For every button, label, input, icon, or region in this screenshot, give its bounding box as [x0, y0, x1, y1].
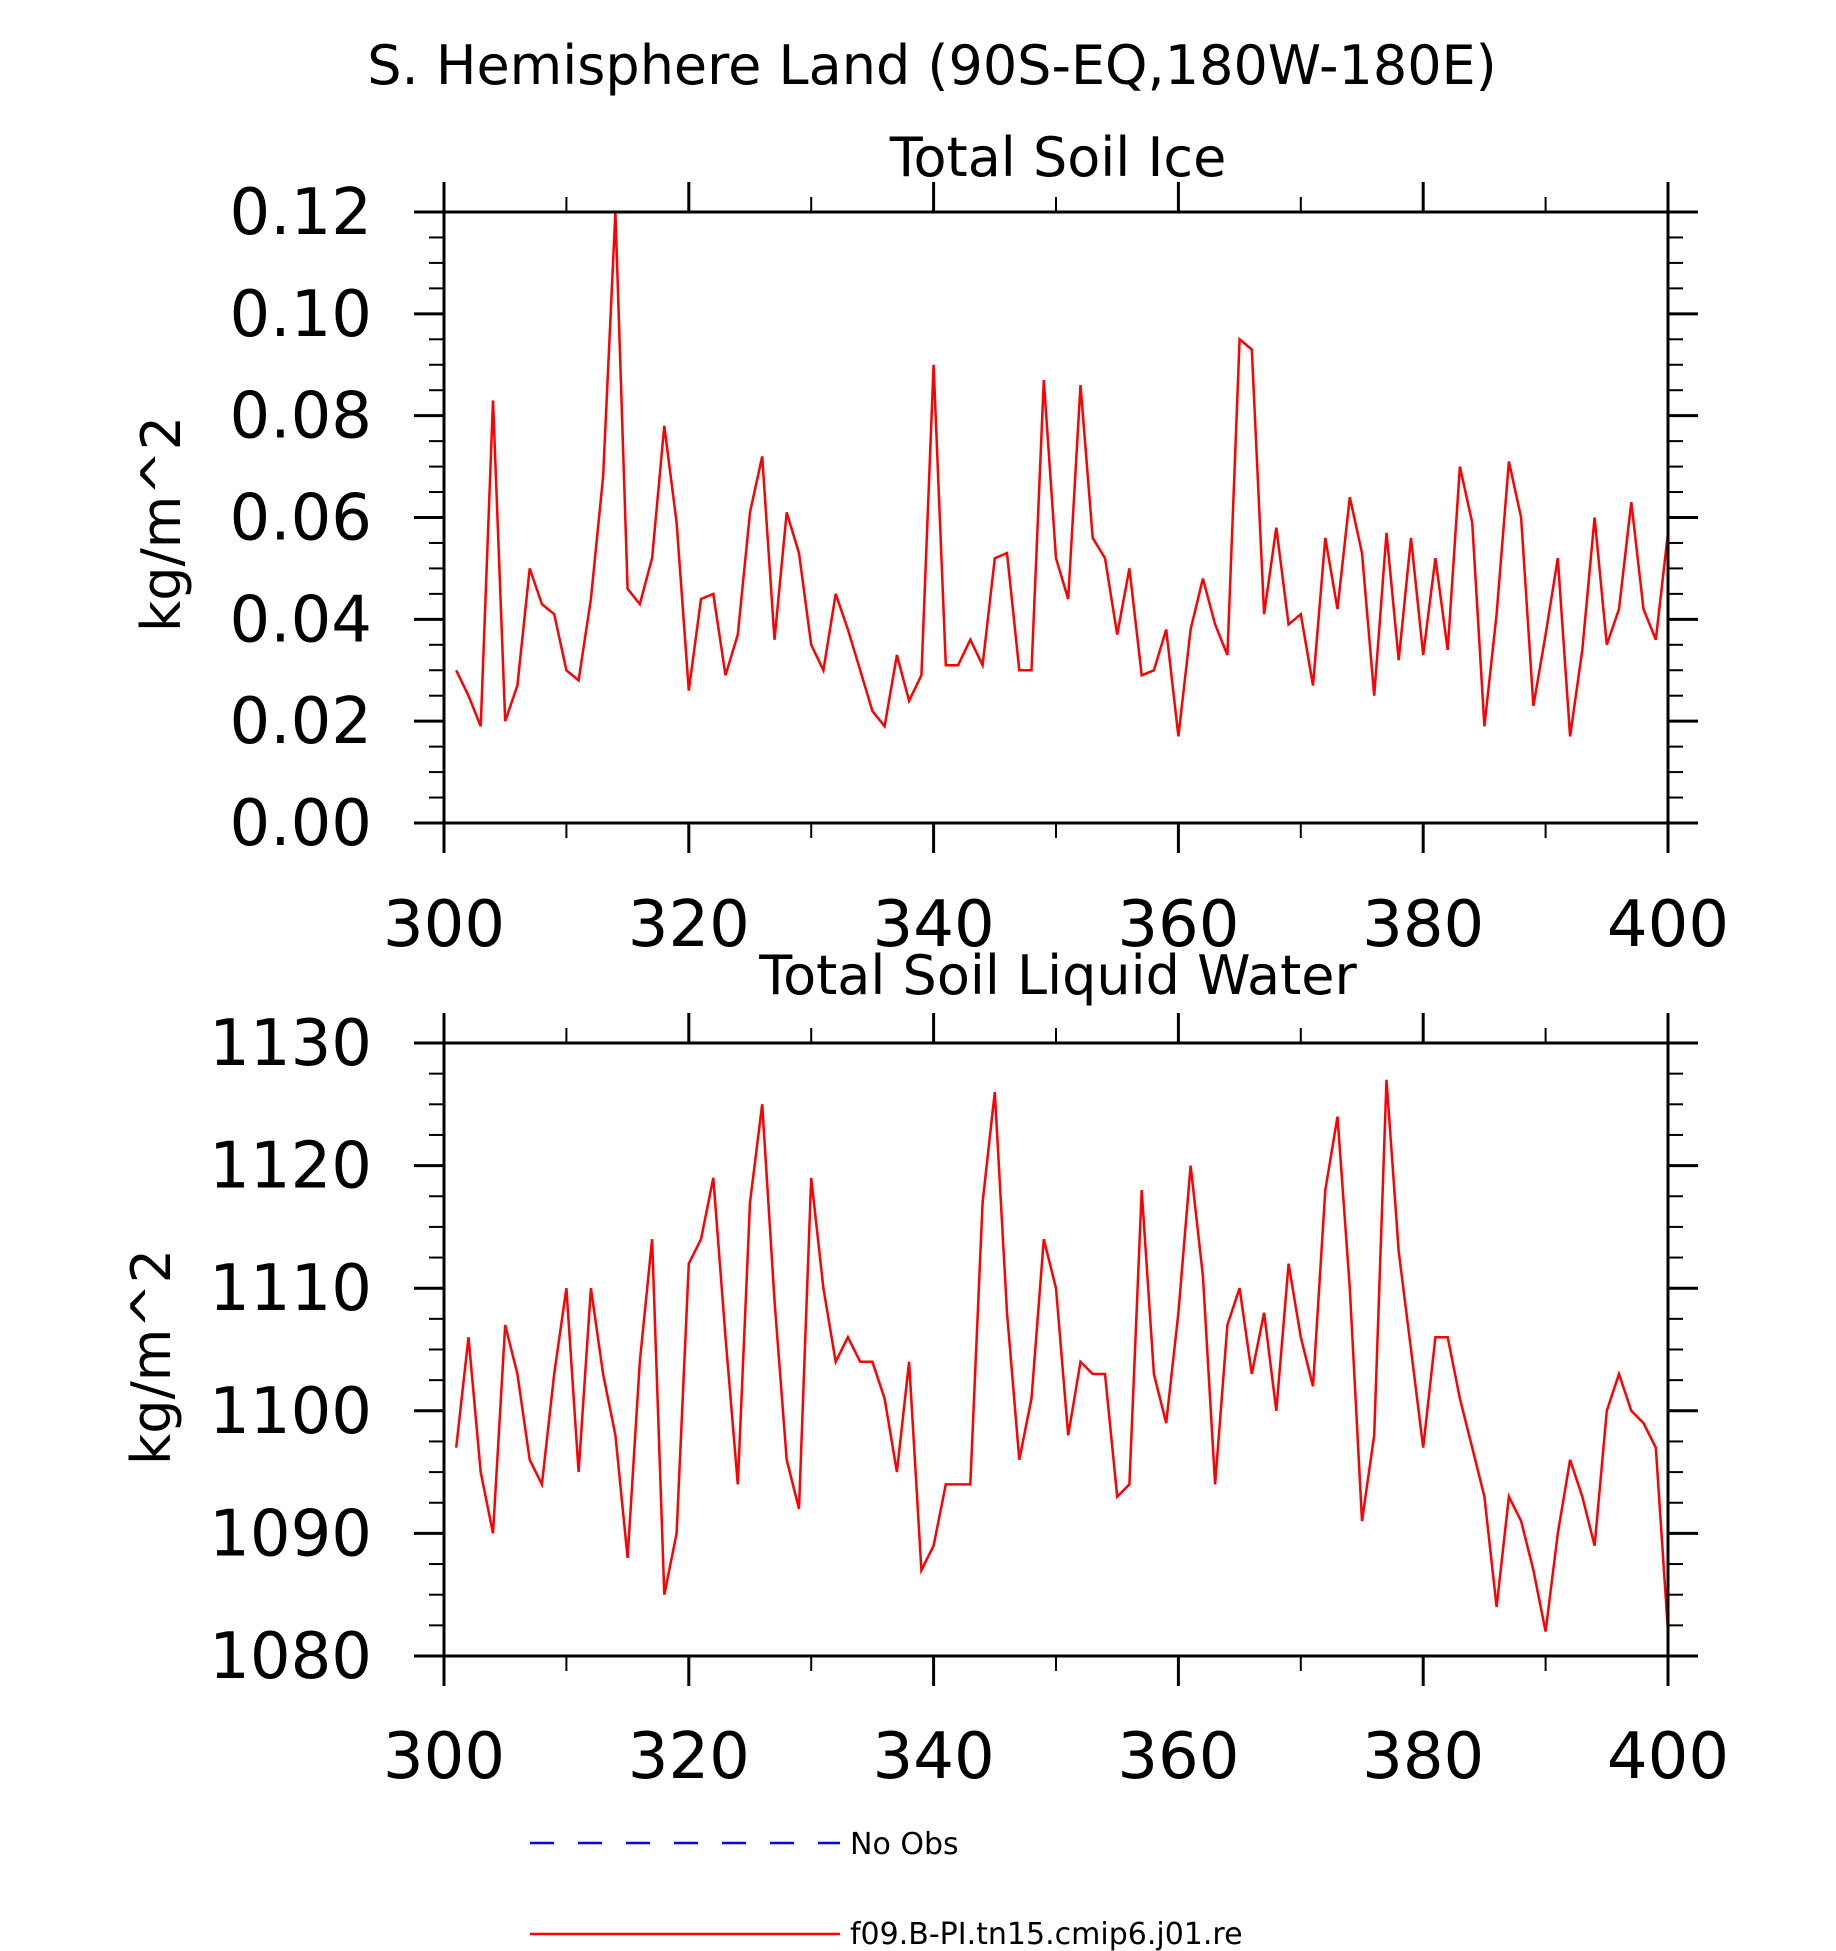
x-tick-label: 340	[873, 1720, 995, 1794]
y-tick-label: 0.02	[230, 685, 373, 759]
y-tick-label: 1100	[209, 1375, 372, 1449]
y-tick-label: 0.04	[230, 583, 373, 657]
x-tick-label: 360	[1117, 888, 1239, 962]
plot-frame	[442, 210, 1670, 825]
x-tick-label: 300	[383, 888, 505, 962]
panel-title: Total Soil Ice	[889, 126, 1227, 189]
panel-total-soil-ice: Total Soil Ice kg/m^2 300 320 340 360 380 400…	[130, 126, 1729, 962]
legend-label-model: f09.B-PI.tn15.cmip6.j01.re	[850, 1917, 1243, 1951]
y-tick-label: 0.12	[230, 176, 373, 250]
series-line	[455, 211, 1670, 737]
series-group	[454, 1079, 1670, 1632]
y-tick-label: 0.00	[230, 787, 373, 861]
x-tick-label: 400	[1607, 888, 1729, 962]
series-group	[455, 211, 1670, 737]
figure-title: S. Hemisphere Land (90S-EQ,180W-180E)	[367, 34, 1497, 97]
series-line	[454, 1079, 1670, 1632]
y-tick-label: 0.06	[230, 482, 373, 556]
x-tick-label: 340	[873, 888, 995, 962]
tick-group: 300 320 340 360 380 400 0.00 0.02 0.04 0.06 0.08 0.…	[230, 176, 1730, 962]
x-tick-label: 380	[1362, 1720, 1484, 1794]
legend: No Obs f09.B-PI.tn15.cmip6.j01.re	[530, 1827, 1243, 1951]
y-tick-label: 1090	[209, 1497, 372, 1571]
x-tick-label: 360	[1117, 1720, 1239, 1794]
x-tick-label: 400	[1607, 1720, 1729, 1794]
x-tick-label: 380	[1362, 888, 1484, 962]
x-tick-label: 320	[628, 888, 750, 962]
plot-frame	[442, 1041, 1670, 1658]
y-tick-label: 1080	[209, 1620, 372, 1694]
y-axis-label: kg/m^2	[120, 1249, 183, 1465]
y-tick-label: 0.08	[230, 380, 373, 454]
y-tick-label: 1130	[209, 1007, 372, 1081]
panel-total-soil-liquid-water: Total Soil Liquid Water kg/m^2 300 320 340…	[120, 944, 1729, 1794]
x-tick-label: 300	[383, 1720, 505, 1794]
tick-group: 300 320 340 360 380 400 1080 1090 1100 1110 1120 11…	[209, 1007, 1729, 1794]
x-tick-label: 320	[628, 1720, 750, 1794]
panel-title: Total Soil Liquid Water	[758, 944, 1357, 1007]
y-tick-label: 0.10	[230, 278, 373, 352]
y-tick-label: 1110	[209, 1252, 372, 1326]
y-tick-label: 1120	[209, 1130, 372, 1204]
legend-label-no-obs: No Obs	[850, 1827, 959, 1862]
y-axis-label: kg/m^2	[130, 416, 193, 632]
